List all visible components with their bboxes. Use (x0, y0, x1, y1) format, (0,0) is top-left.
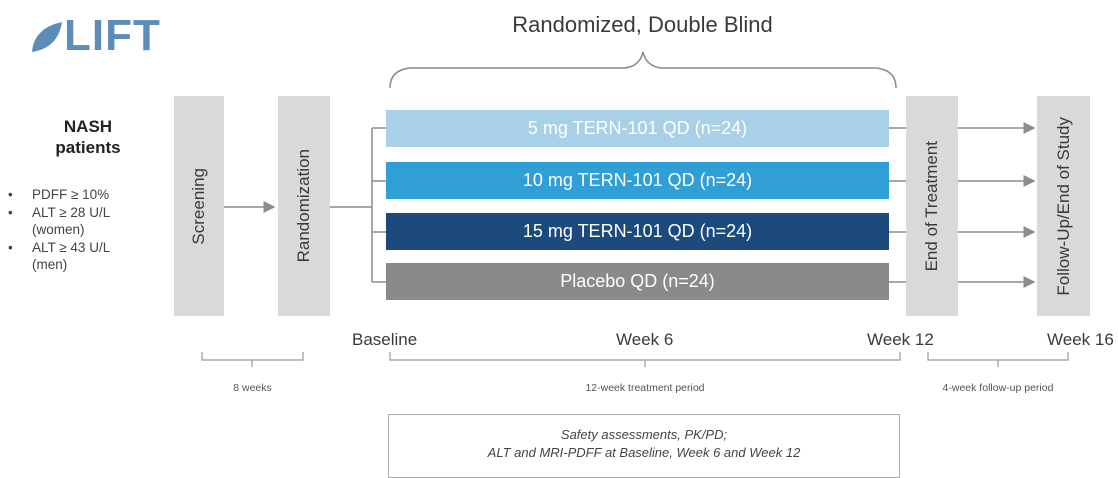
randomization-label: Randomization (294, 149, 313, 263)
criteria-text: PDFF ≥ 10% (32, 187, 110, 202)
bullet: • (8, 204, 13, 220)
criteria-text: (men) (32, 257, 68, 272)
screening-column: Screening (174, 96, 224, 316)
arm-placebo: Placebo QD (n=24) (386, 263, 889, 300)
population-title-line1: NASH (63, 117, 113, 136)
leaf-icon (32, 22, 62, 52)
arm-label: 15 mg TERN-101 QD (n=24) (522, 221, 753, 241)
end-of-treatment-column: End of Treatment (906, 96, 958, 316)
bullet (8, 256, 32, 274)
population-title-line2: patients (55, 138, 121, 157)
end-of-treatment-label: End of Treatment (922, 140, 941, 272)
assessments-line2: ALT and MRI-PDFF at Baseline, Week 6 and… (487, 445, 801, 460)
bullet: • (8, 239, 13, 255)
timepoint-week6: Week 6 (616, 330, 674, 349)
criteria-text: ALT ≥ 43 U/L (32, 239, 111, 255)
bullet (8, 221, 32, 239)
diagram-title: Randomized, Double Blind (512, 12, 773, 37)
screening-period-label: 8 weeks (233, 382, 272, 394)
followup-period-label: 4-week follow-up period (942, 382, 1054, 394)
treatment-period-bracket (389, 352, 901, 367)
assessments-line1: Safety assessments, PK/PD; (560, 427, 728, 442)
lift-logo: LIFT (28, 14, 161, 58)
treatment-period-label: 12-week treatment period (585, 382, 705, 394)
criteria-item: (women) (8, 221, 110, 239)
criteria-item: • ALT ≥ 28 U/L (8, 204, 110, 222)
timepoint-week12: Week 12 (867, 330, 934, 349)
assessments-box: Safety assessments, PK/PD; ALT and MRI-P… (388, 414, 900, 478)
follow-up-column: Follow-Up/End of Study (1037, 96, 1090, 316)
arm-5mg: 5 mg TERN-101 QD (n=24) (386, 110, 889, 147)
arm-label: 10 mg TERN-101 QD (n=24) (522, 170, 753, 190)
arm-15mg: 15 mg TERN-101 QD (n=24) (386, 213, 889, 250)
screening-label: Screening (189, 167, 208, 245)
criteria-item: (men) (8, 256, 110, 274)
timepoint-baseline: Baseline (352, 330, 418, 349)
population-title: NASH patients (36, 116, 140, 158)
followup-period-bracket (927, 352, 1069, 367)
timepoint-week16: Week 16 (1047, 330, 1114, 349)
criteria-text: (women) (32, 222, 85, 237)
arm-label: 5 mg TERN-101 QD (n=24) (527, 118, 748, 138)
arm-10mg: 10 mg TERN-101 QD (n=24) (386, 162, 889, 199)
criteria-item: • PDFF ≥ 10% (8, 186, 110, 204)
randomized-brace (389, 51, 897, 89)
screening-period-bracket (201, 352, 304, 367)
logo-text: LIFT (64, 11, 161, 60)
arm-label: Placebo QD (n=24) (560, 271, 715, 291)
criteria-item: • ALT ≥ 43 U/L (8, 239, 110, 257)
inclusion-criteria: • PDFF ≥ 10% • ALT ≥ 28 U/L (women) • ALT ≥… (8, 186, 110, 274)
criteria-text: ALT ≥ 28 U/L (32, 204, 111, 220)
follow-up-label: Follow-Up/End of Study (1053, 116, 1073, 296)
randomization-column: Randomization (278, 96, 330, 316)
bullet: • (8, 187, 13, 202)
